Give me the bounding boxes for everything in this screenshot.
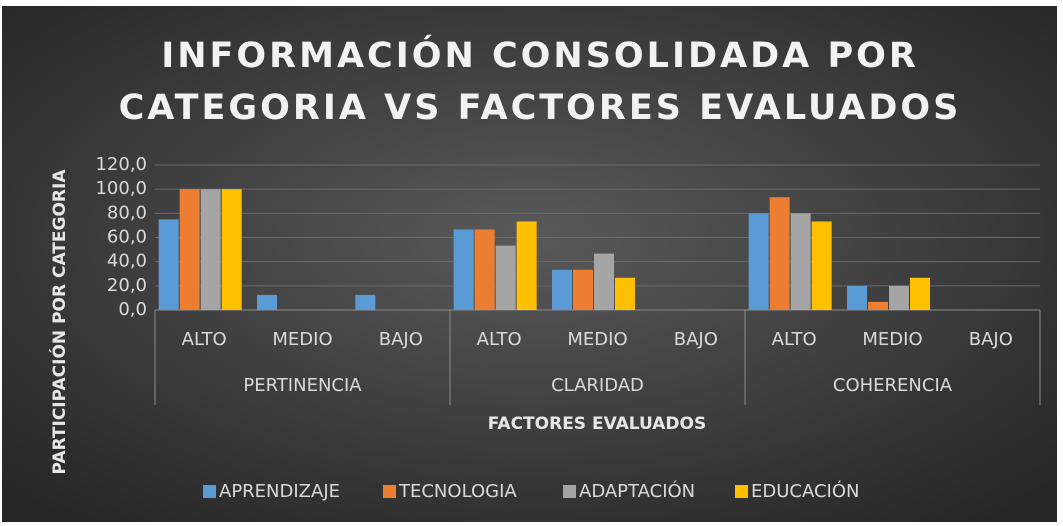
x-tick-label: ALTO xyxy=(772,329,817,350)
y-tick-label: 120,0 xyxy=(95,154,147,175)
bar xyxy=(594,253,614,310)
bar xyxy=(615,277,635,310)
bar xyxy=(573,269,593,310)
x-tick-label: MEDIO xyxy=(272,329,332,350)
bar xyxy=(179,189,200,310)
bar xyxy=(790,213,811,310)
x-tick-label: ALTO xyxy=(477,329,522,350)
chart-title: INFORMACIÓN CONSOLIDADA POR xyxy=(161,34,919,76)
group-label: CLARIDAD xyxy=(551,375,644,396)
y-tick-label: 40,0 xyxy=(107,251,147,272)
group-label: PERTINENCIA xyxy=(243,375,362,396)
y-tick-label: 80,0 xyxy=(107,202,147,223)
legend-swatch xyxy=(735,485,748,498)
bar xyxy=(910,277,930,310)
x-tick-label: ALTO xyxy=(182,329,227,350)
legend-swatch xyxy=(383,485,396,498)
group-label: COHERENCIA xyxy=(833,375,953,396)
y-tick-label: 20,0 xyxy=(107,275,147,296)
x-tick-label: BAJO xyxy=(969,329,1013,350)
legend-swatch xyxy=(203,485,216,498)
bar xyxy=(552,269,572,310)
bar xyxy=(200,189,221,310)
bar xyxy=(158,219,179,310)
legend-label: ADAPTACIÓN xyxy=(579,480,695,502)
legend-label: TECNOLOGIA xyxy=(398,481,517,502)
bar xyxy=(516,221,537,310)
bar xyxy=(748,213,769,310)
legend-label: APRENDIZAJE xyxy=(219,481,340,502)
y-tick-label: 100,0 xyxy=(95,178,147,199)
bar xyxy=(453,229,474,310)
bar xyxy=(355,294,376,310)
bar xyxy=(847,285,867,310)
legend-swatch xyxy=(563,485,576,498)
y-axis-title: PARTICIPACIÓN POR CATEGORIA xyxy=(48,169,70,475)
x-tick-label: MEDIO xyxy=(862,329,922,350)
bar xyxy=(889,285,909,310)
x-tick-label: MEDIO xyxy=(567,329,627,350)
y-tick-label: 0,0 xyxy=(118,299,147,320)
x-tick-label: BAJO xyxy=(674,329,718,350)
legend-label: EDUCACIÓN xyxy=(751,480,859,502)
x-tick-label: BAJO xyxy=(379,329,423,350)
chart-title: CATEGORIA VS FACTORES EVALUADOS xyxy=(119,88,962,128)
x-axis-title: FACTORES EVALUADOS xyxy=(488,414,706,434)
bar xyxy=(221,189,242,310)
y-tick-label: 60,0 xyxy=(107,227,147,248)
bar xyxy=(474,229,495,310)
bar xyxy=(868,301,888,310)
bar xyxy=(769,197,790,310)
bar xyxy=(257,294,277,310)
bar xyxy=(495,245,516,310)
bar xyxy=(811,221,832,310)
